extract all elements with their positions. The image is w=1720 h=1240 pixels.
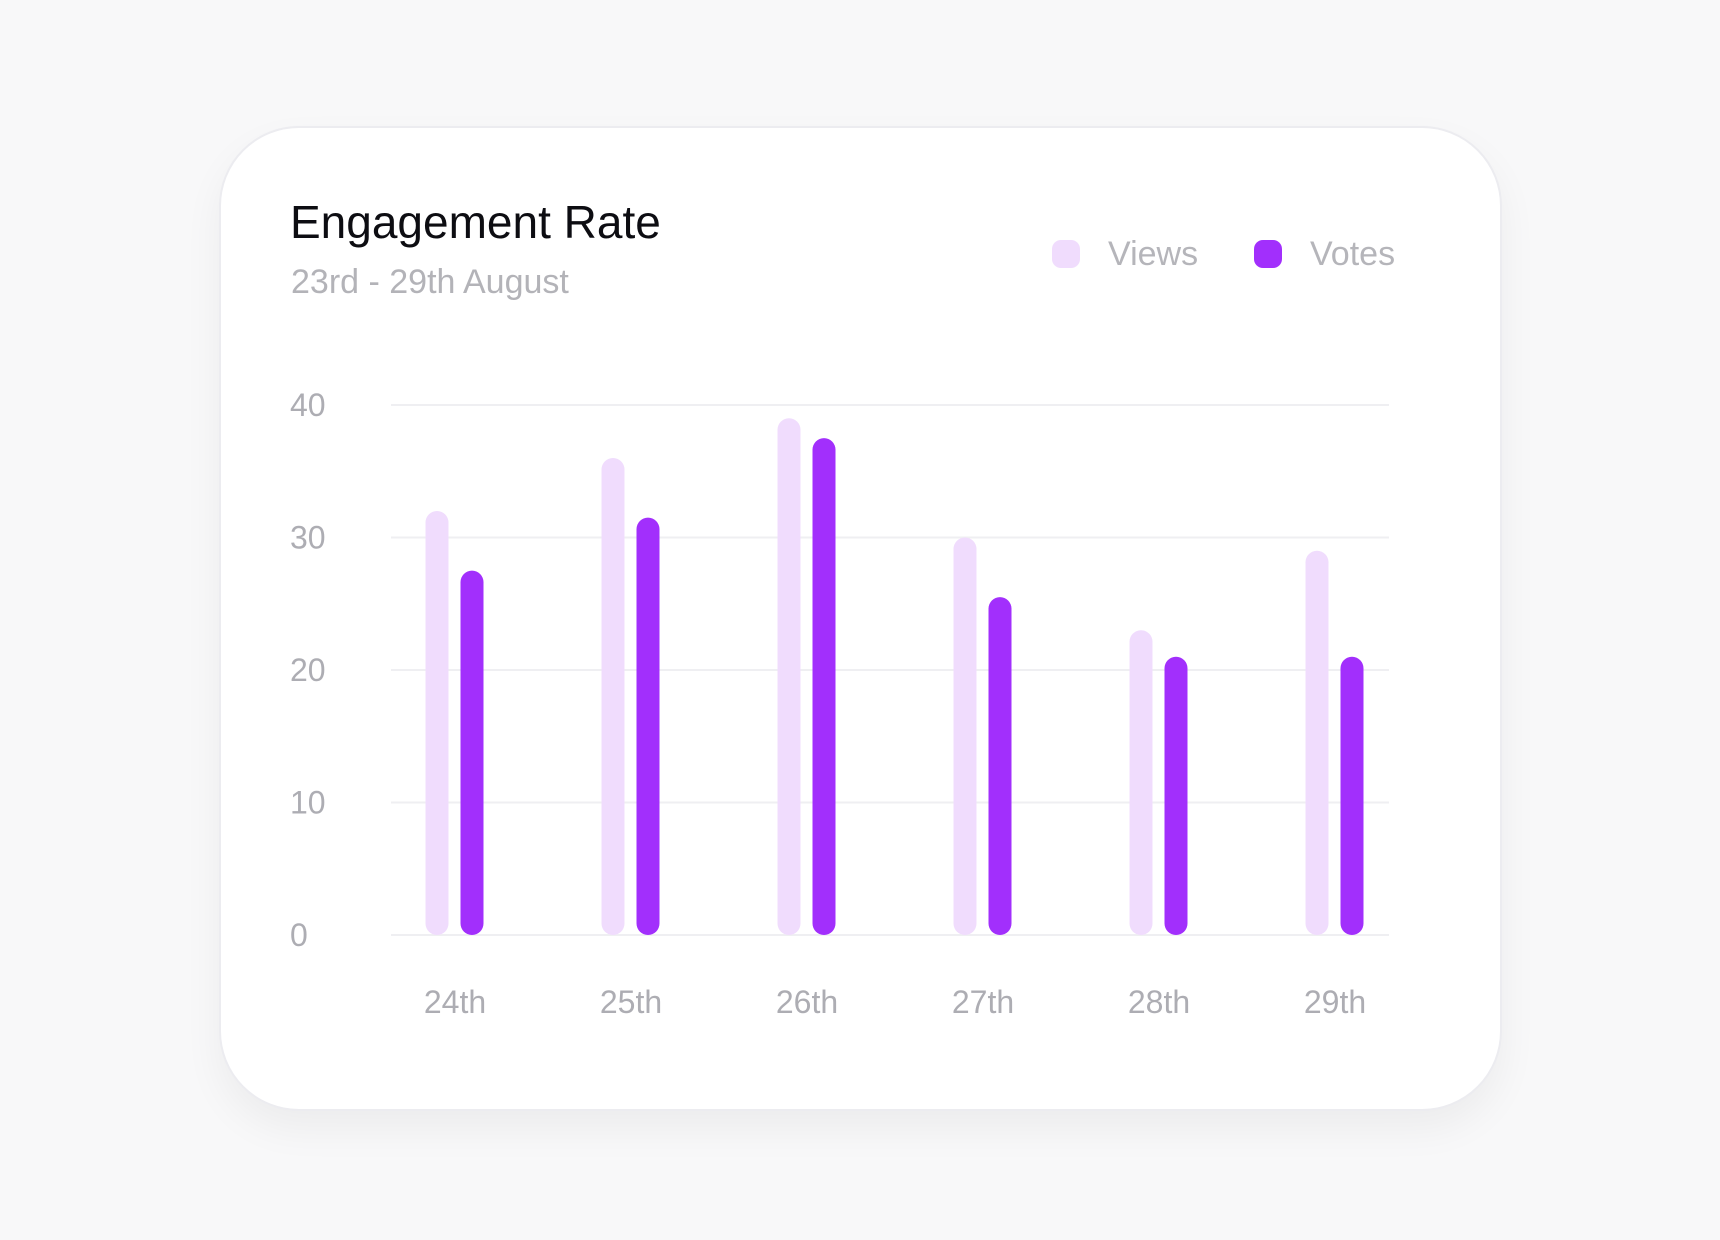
bar-votes-29th	[1340, 656, 1364, 935]
legend-label-views: Views	[1108, 235, 1199, 273]
bar-votes-27th	[988, 597, 1012, 935]
bar-views-29th	[1305, 550, 1329, 935]
chart-subtitle: 23rd - 29th August	[291, 263, 569, 301]
x-tick-label-27th: 27th	[952, 984, 1014, 1020]
chart-title: Engagement Rate	[290, 196, 661, 248]
bar-votes-25th	[636, 517, 660, 935]
bar-views-26th	[777, 418, 801, 935]
legend-label-votes: Votes	[1310, 235, 1396, 273]
x-tick-label-28th: 28th	[1128, 984, 1190, 1020]
legend-item-views: Views	[1052, 234, 1198, 274]
y-tick-label-30: 30	[290, 520, 326, 556]
legend-swatch-views	[1052, 240, 1080, 268]
bar-votes-26th	[812, 438, 836, 935]
y-tick-label-40: 40	[290, 387, 326, 423]
x-tick-label-24th: 24th	[424, 984, 486, 1020]
bar-views-25th	[601, 458, 625, 935]
legend-item-votes: Votes	[1254, 234, 1395, 274]
x-tick-label-26th: 26th	[776, 984, 838, 1020]
bar-views-24th	[425, 511, 449, 935]
x-tick-label-29th: 29th	[1304, 984, 1366, 1020]
bar-views-27th	[953, 537, 977, 935]
x-tick-label-25th: 25th	[600, 984, 662, 1020]
y-tick-label-10: 10	[290, 785, 326, 821]
bar-votes-24th	[460, 570, 484, 935]
y-tick-label-0: 0	[290, 917, 308, 953]
bar-views-28th	[1129, 630, 1153, 935]
legend-swatch-votes	[1254, 240, 1282, 268]
y-tick-label-20: 20	[290, 652, 326, 688]
bar-votes-28th	[1164, 656, 1188, 935]
